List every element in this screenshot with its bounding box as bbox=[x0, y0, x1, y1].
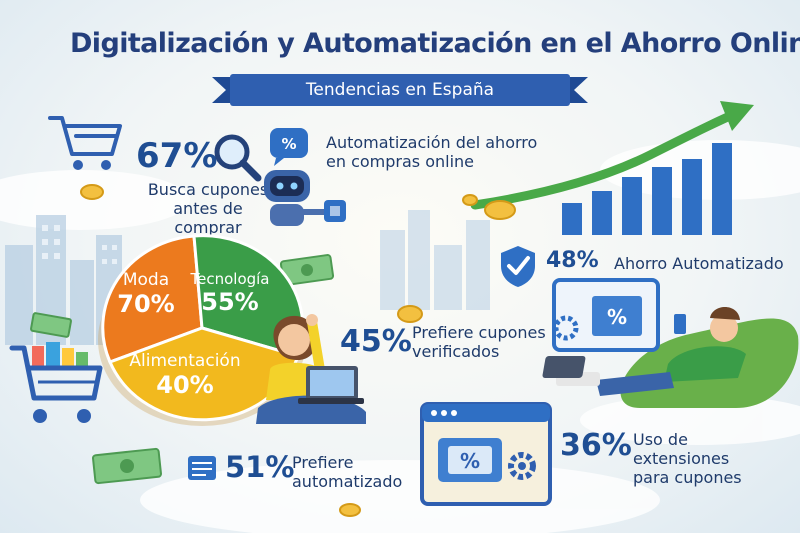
page-title: Digitalización y Automatización en el Ah… bbox=[70, 28, 800, 59]
stat-extensiones-line2: para cupones bbox=[633, 468, 742, 488]
pie-label-tecnologia: Tecnología 55% bbox=[186, 270, 274, 316]
category-pie-chart bbox=[98, 234, 306, 426]
stat-cupones-label: Busca cupones antes de comprar bbox=[143, 180, 273, 238]
stat-verificados-line2: verificados bbox=[412, 342, 500, 362]
chat-percent-glyph: % bbox=[281, 135, 296, 153]
stat-automatizacion-line2: en compras online bbox=[326, 152, 475, 172]
stat-extensiones-value: 36% bbox=[560, 428, 632, 463]
stat-extensiones-label: Uso de extensiones para cupones bbox=[633, 430, 783, 488]
pie-moda-value: 70% bbox=[117, 290, 175, 318]
pie-tecnologia-name: Tecnología bbox=[190, 270, 270, 288]
browser-extension-illustration: % bbox=[420, 402, 552, 506]
card-stack-icon bbox=[188, 456, 216, 480]
stat-verificados-line1: Prefiere cupones bbox=[412, 323, 546, 342]
pie-label-alimentacion: Alimentación 40% bbox=[120, 351, 250, 399]
ribbon-shape bbox=[212, 74, 588, 106]
growth-chart-illustration bbox=[470, 101, 754, 235]
subtitle-text: Tendencias en España bbox=[305, 80, 495, 100]
title-block: Digitalización y Automatización en el Ah… bbox=[70, 28, 800, 59]
stat-automatizado-value: 51% bbox=[225, 450, 295, 484]
stat-ahorro-value: 48% bbox=[546, 248, 599, 273]
pie-alimentacion-name: Alimentación bbox=[129, 351, 241, 371]
stat-cupones-line1: Busca cupones bbox=[147, 180, 269, 199]
grocery-cart-icon bbox=[9, 342, 103, 423]
screen-percent-glyph: % bbox=[607, 305, 627, 329]
stat-automatizacion-line1: Automatización del ahorro bbox=[326, 133, 538, 152]
stat-automatizado-label: Prefiere automatizado bbox=[292, 453, 402, 491]
pie-alimentacion-value: 40% bbox=[156, 371, 214, 399]
girl-with-laptop-illustration bbox=[256, 314, 366, 424]
stat-cupones-line2: antes de comprar bbox=[173, 199, 243, 238]
pie-label-moda: Moda 70% bbox=[110, 270, 182, 318]
city-skyline-right bbox=[380, 210, 490, 310]
magnifier-icon bbox=[214, 134, 262, 182]
pie-tecnologia-value: 55% bbox=[201, 288, 259, 316]
shopping-cart-icon bbox=[48, 116, 122, 170]
man-on-beanbag-illustration: % bbox=[542, 278, 799, 408]
stat-cupones-value: 67% bbox=[136, 136, 218, 176]
shield-check-icon bbox=[501, 246, 535, 287]
robot-icon: % bbox=[264, 128, 346, 226]
stat-verificados-value: 45% bbox=[340, 324, 412, 359]
stat-automatizacion-label: Automatización del ahorro en compras onl… bbox=[326, 133, 556, 171]
stat-ahorro-label: Ahorro Automatizado bbox=[614, 254, 784, 273]
subtitle-banner: Tendencias en España bbox=[212, 73, 588, 107]
stat-verificados-label: Prefiere cupones verificados bbox=[412, 323, 562, 361]
stat-automatizado-line1: Prefiere bbox=[292, 453, 354, 472]
pie-moda-name: Moda bbox=[122, 270, 170, 290]
extension-percent-glyph: % bbox=[460, 449, 480, 473]
pie-slice-moda bbox=[101, 234, 204, 364]
stat-extensiones-line1: Uso de extensiones bbox=[633, 430, 730, 469]
stat-automatizado-line2: automatizado bbox=[292, 472, 403, 492]
